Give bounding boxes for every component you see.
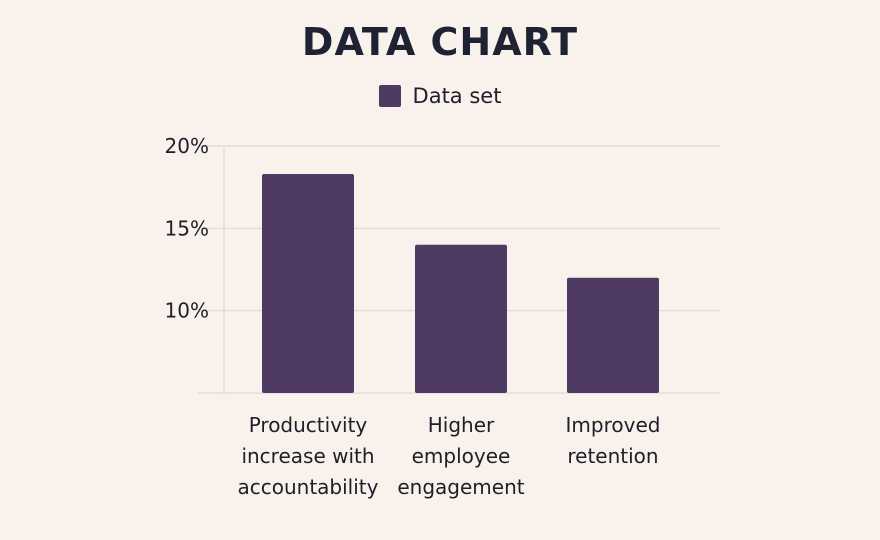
x-category-label-line: engagement (397, 475, 524, 499)
x-category-label-line: increase with (241, 444, 374, 468)
y-tick-label: 20% (165, 134, 209, 158)
x-category-label: Improved retention (566, 413, 661, 468)
x-category-label-line: Improved (566, 413, 661, 437)
x-category-label-line: Productivity (249, 413, 368, 437)
x-category-label: Higher employee engagement (397, 413, 524, 499)
x-category-label: Productivity increase with accountability (238, 413, 379, 499)
x-category-label-line: retention (567, 444, 658, 468)
x-category-label-line: Higher (428, 413, 495, 437)
bar (415, 244, 507, 393)
legend-swatch (378, 85, 401, 107)
legend-label: Data set (412, 84, 502, 108)
y-tick-label: 10% (165, 299, 209, 323)
y-tick-label: 15% (165, 216, 209, 240)
x-category-label-line: accountability (238, 475, 379, 499)
x-category-label-line: employee (412, 444, 511, 468)
bar (262, 173, 354, 393)
chart-legend: Data set (0, 84, 880, 108)
bar (567, 277, 659, 393)
chart-title: DATA CHART (301, 20, 579, 64)
